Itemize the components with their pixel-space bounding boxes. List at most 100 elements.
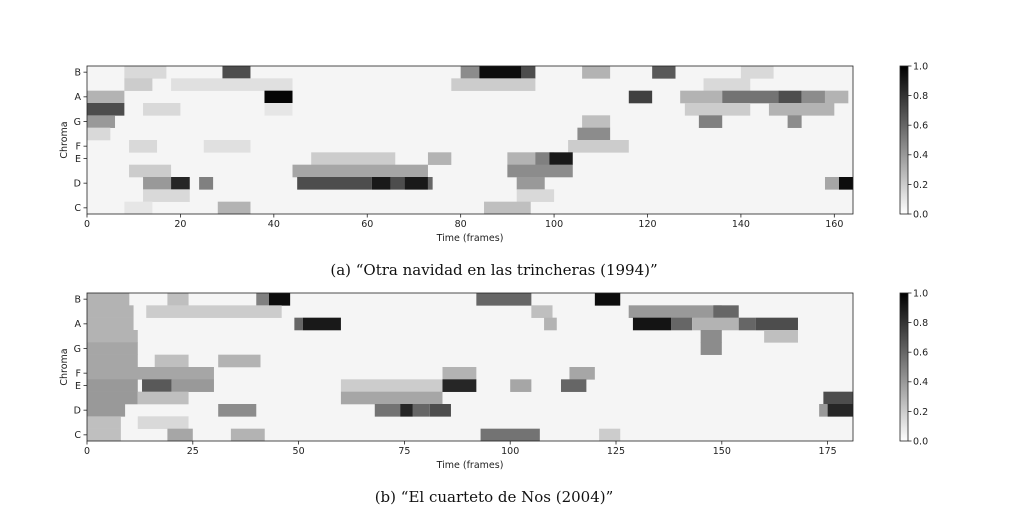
- heatmap-cell-fsharp: [154, 354, 189, 368]
- heatmap-cell-d: [374, 404, 401, 417]
- heatmap-cell-asharp: [703, 78, 751, 91]
- caption-b: (b) “El cuarteto de Nos (2004)”: [375, 488, 614, 506]
- y-tick-label: F: [76, 142, 81, 153]
- plot-frame: [86, 65, 854, 215]
- x-tick-label: 0: [84, 446, 90, 457]
- colorbar-tick-label: 0.0: [913, 436, 928, 447]
- heatmap-cell-e: [427, 152, 452, 165]
- heatmap-cell-csharp: [137, 416, 189, 429]
- heatmap-cell-e: [142, 379, 172, 392]
- heatmap-cell-a: [738, 317, 756, 331]
- colorbar-tick-label: 1.0: [913, 61, 928, 72]
- heatmap-cell-d: [199, 177, 214, 190]
- heatmap-cell-a: [628, 90, 653, 104]
- heatmap-cells: [87, 293, 853, 442]
- heatmap-cell-asharp: [124, 78, 153, 91]
- heatmap-cell-d: [412, 404, 430, 417]
- heatmap-cell-e: [560, 379, 587, 392]
- heatmap-cell-a: [87, 90, 125, 104]
- heatmap-cell-asharp: [713, 305, 739, 318]
- heatmap-cell-d: [827, 404, 853, 417]
- heatmap-cell-d: [429, 404, 451, 417]
- heatmap-cell-dsharp: [129, 164, 172, 178]
- y-tick-label: B: [74, 295, 81, 306]
- heatmap-cell-gsharp: [264, 103, 293, 116]
- heatmap-cell-asharp: [451, 78, 536, 91]
- heatmap-cell-b: [479, 66, 522, 79]
- heatmap-cell-e: [87, 379, 138, 392]
- colorbar-tick-label: 1.0: [913, 288, 928, 299]
- heatmap-cell-a: [680, 90, 723, 104]
- heatmap-cell-gsharp: [700, 330, 722, 343]
- heatmap-cell-e: [340, 379, 443, 392]
- heatmap-cell-b: [521, 66, 536, 79]
- heatmap-cell-c: [124, 201, 153, 215]
- heatmap-cell-e: [510, 379, 532, 392]
- x-tick-label: 20: [174, 219, 186, 230]
- heatmap-cell-f: [442, 367, 477, 380]
- y-axis-label: Chroma: [59, 121, 70, 158]
- heatmap-cell-dsharp: [292, 164, 428, 178]
- x-axis: 0 20 40 60 80 100 120 140 160: [84, 214, 843, 230]
- heatmap-cell-d: [171, 177, 190, 190]
- x-tick-label: 25: [187, 446, 199, 457]
- heatmap-cell-g: [87, 342, 138, 355]
- heatmap-panel-b: 0 25 50 75 100 125 150 175 C D EF G A B Time (frames…: [59, 288, 928, 506]
- colorbar-tick-label: 0.6: [913, 348, 928, 359]
- heatmap-cell-b: [268, 293, 291, 306]
- heatmap-cell-fsharp: [218, 354, 261, 368]
- y-tick-label: B: [74, 68, 81, 79]
- heatmap-cell-b: [256, 293, 269, 306]
- heatmap-cell-a: [264, 90, 293, 104]
- heatmap-cell-b: [167, 293, 189, 306]
- colorbar-gradient: [899, 65, 909, 215]
- x-tick-label: 175: [819, 446, 837, 457]
- heatmap-cell-dsharp: [340, 391, 443, 405]
- heatmap-cell-f: [129, 140, 158, 153]
- heatmap-cell-d: [390, 177, 405, 190]
- heatmap-cell-d: [404, 177, 428, 190]
- y-tick-label: C: [74, 203, 81, 214]
- y-tick-label: D: [74, 406, 81, 417]
- heatmap-cell-b: [594, 293, 621, 306]
- heatmap-cell-a: [692, 317, 739, 331]
- y-tick-label: E: [75, 154, 81, 165]
- x-tick-label: 120: [638, 219, 656, 230]
- heatmap-cell-b: [460, 66, 480, 79]
- caption-a: (a) “Otra navidad en las trincheras (199…: [330, 261, 657, 279]
- heatmap-cell-g: [582, 115, 611, 128]
- x-tick-label: 125: [607, 446, 625, 457]
- heatmap-cell-d: [819, 404, 828, 417]
- x-tick-label: 0: [84, 219, 90, 230]
- heatmap-cell-a: [824, 90, 849, 104]
- x-axis: 0 25 50 75 100 125 150 175: [84, 441, 837, 457]
- heatmap-cell-asharp: [87, 305, 134, 318]
- heatmap-cell-dsharp: [137, 391, 189, 405]
- heatmap-cell-gsharp: [87, 103, 125, 116]
- heatmap-cell-asharp: [171, 78, 293, 91]
- heatmap-cell-dsharp: [87, 391, 138, 405]
- heatmap-cell-csharp: [87, 416, 121, 429]
- heatmap-cell-a: [632, 317, 672, 331]
- y-axis: C D EF G A B: [74, 295, 87, 441]
- heatmap-cell-a: [801, 90, 825, 104]
- x-axis-label: Time (frames): [436, 460, 504, 471]
- heatmap-cell-c: [599, 428, 621, 442]
- y-tick-label: C: [74, 430, 81, 441]
- heatmap-cell-dsharp: [507, 164, 573, 178]
- heatmap-cell-asharp: [531, 305, 553, 318]
- heatmap-cell-gsharp: [143, 103, 181, 116]
- colorbar-tick-label: 0.6: [913, 121, 928, 132]
- heatmap-cell-d: [143, 177, 172, 190]
- heatmap-cell-b: [222, 66, 251, 79]
- heatmap-cell-d: [218, 404, 257, 417]
- heatmap-cell-csharp: [516, 189, 555, 202]
- heatmap-cell-gsharp: [768, 103, 835, 116]
- heatmap-cell-fsharp: [577, 127, 611, 141]
- colorbar-tick-label: 0.8: [913, 91, 928, 102]
- y-axis: C D EF G A B: [74, 68, 87, 214]
- y-tick-label: G: [74, 117, 81, 128]
- heatmap-cell-b: [582, 66, 611, 79]
- heatmap-cell-d: [427, 177, 433, 190]
